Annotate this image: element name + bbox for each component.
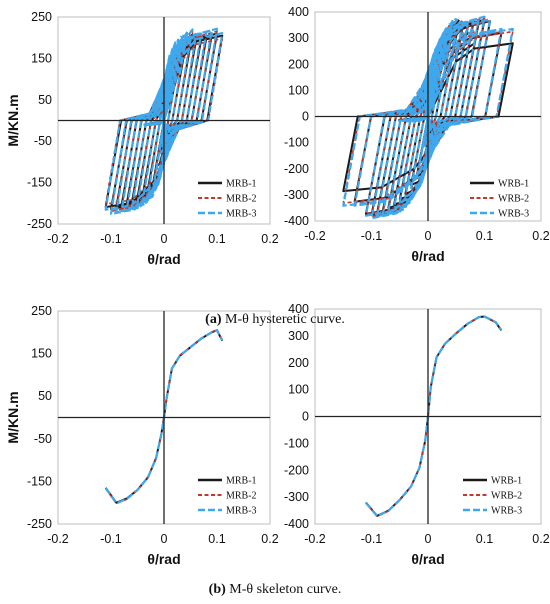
legend-label: WRB-3 — [498, 209, 529, 220]
hysteresis-loop — [115, 32, 213, 211]
y-tick-label: -50 — [34, 134, 52, 148]
plot-area — [104, 27, 224, 216]
legend-label: WRB-1 — [491, 476, 522, 487]
caption-b-label: (b) — [208, 582, 226, 597]
caption-b: (b) M-θ skeleton curve. — [0, 582, 550, 598]
y-axis-label: M/KN.m — [5, 94, 21, 146]
x-tick-label: -0.1 — [361, 229, 383, 243]
legend-label: WRB-2 — [498, 194, 529, 205]
x-tick-label: 0.1 — [208, 232, 225, 246]
hysteresis-loop — [104, 32, 224, 211]
chart-a2: 400 300 200 100 0 -100 -200 -300 -400-0.2 -0.1 0 0.… — [284, 5, 550, 264]
y-tick-label: 200 — [288, 356, 309, 370]
x-tick-label: -0.1 — [100, 532, 122, 546]
series-WRB-3 — [342, 15, 514, 220]
x-tick-label: -0.1 — [361, 532, 383, 546]
x-tick-label: 0.2 — [532, 532, 549, 546]
y-tick-label: -200 — [284, 162, 309, 176]
hysteresis-loop — [393, 26, 463, 208]
x-tick-label: 0.1 — [476, 532, 493, 546]
y-tick-label: 300 — [288, 329, 309, 343]
y-tick-label: 400 — [288, 5, 309, 19]
legend-label: MRB-3 — [226, 209, 257, 220]
legend: MRB-1 MRB-2 MRB-3 — [198, 476, 257, 517]
x-axis-label: θ/rad — [147, 551, 180, 567]
legend: WRB-1 WRB-2 WRB-3 — [463, 476, 522, 517]
caption-a: (a) M-θ hysteretic curve. — [0, 312, 550, 328]
y-axis-label: M/KN.m — [5, 391, 21, 443]
x-tick-label: 0.2 — [261, 532, 278, 546]
x-tick-label: 0.2 — [261, 232, 278, 246]
series-MRB-3 — [104, 27, 224, 216]
skeleton-line — [365, 315, 503, 518]
legend-label: MRB-1 — [226, 179, 257, 190]
y-tick-label: -100 — [284, 136, 309, 150]
x-tick-label: 0 — [161, 532, 168, 546]
y-tick-label: 0 — [302, 110, 309, 124]
y-tick-label: 400 — [288, 302, 309, 316]
y-tick-label: 200 — [288, 57, 309, 71]
legend-label: MRB-1 — [226, 476, 257, 487]
legend-label: MRB-3 — [226, 506, 257, 517]
y-tick-label: -250 — [27, 217, 52, 231]
x-tick-label: 0 — [425, 532, 432, 546]
y-tick-label: -300 — [284, 188, 309, 202]
plot-area — [365, 315, 503, 518]
x-tick-label: -0.2 — [304, 532, 326, 546]
caption-a-text: M-θ hysteretic curve. — [221, 312, 345, 327]
x-axis-label: θ/rad — [147, 251, 180, 267]
y-tick-label: 150 — [31, 347, 52, 361]
y-tick-label: -400 — [284, 517, 309, 531]
legend-label: WRB-2 — [491, 491, 522, 502]
series-WRB-3 — [365, 315, 503, 518]
skeleton-line — [104, 329, 224, 505]
chart-a1: 250 150 50 -50 -150 -250-0.2 -0.1 0 0.1 0.2 θ/rad M… — [5, 10, 279, 267]
y-tick-label: 50 — [38, 389, 52, 403]
legend-label: WRB-3 — [491, 506, 522, 517]
legend-label: MRB-2 — [226, 194, 257, 205]
x-axis-label: θ/rad — [411, 248, 444, 264]
y-tick-label: 0 — [302, 410, 309, 424]
chart-b2: 400 300 200 100 0 -100 -200 -300 -400-0.2 -0.1 0 0.… — [284, 302, 550, 567]
x-tick-label: 0.2 — [532, 229, 549, 243]
legend: MRB-1 MRB-2 MRB-3 — [198, 179, 257, 220]
y-tick-label: -400 — [284, 214, 309, 228]
y-tick-label: -250 — [27, 517, 52, 531]
y-tick-label: 250 — [31, 10, 52, 24]
chart-b1: 250 150 50 -50 -150 -250-0.2 -0.1 0 0.1 0.2 θ/rad M… — [5, 304, 279, 567]
y-tick-label: -300 — [284, 490, 309, 504]
hysteresis-loop — [342, 27, 514, 207]
hysteresis-loop — [364, 18, 492, 217]
legend-label: WRB-1 — [498, 179, 529, 190]
legend: WRB-1 WRB-2 WRB-3 — [470, 179, 529, 220]
x-tick-label: 0 — [425, 229, 432, 243]
x-tick-label: -0.1 — [100, 232, 122, 246]
x-tick-label: -0.2 — [47, 532, 69, 546]
x-tick-label: -0.2 — [304, 229, 326, 243]
series-MRB-3 — [104, 329, 224, 505]
x-tick-label: -0.2 — [47, 232, 69, 246]
y-tick-label: 50 — [38, 93, 52, 107]
y-tick-label: 250 — [31, 304, 52, 318]
y-tick-label: -50 — [34, 432, 52, 446]
y-tick-label: 100 — [288, 83, 309, 97]
y-tick-label: 300 — [288, 31, 309, 45]
y-tick-label: -150 — [27, 176, 52, 190]
y-tick-label: -100 — [284, 436, 309, 450]
y-tick-label: -200 — [284, 463, 309, 477]
caption-b-text: M-θ skeleton curve. — [225, 582, 342, 597]
x-axis-label: θ/rad — [411, 551, 444, 567]
x-tick-label: 0.1 — [476, 229, 493, 243]
y-tick-label: -150 — [27, 474, 52, 488]
caption-a-label: (a) — [205, 312, 222, 327]
y-tick-label: 150 — [31, 51, 52, 65]
plot-area — [104, 328, 224, 505]
y-tick-label: 100 — [288, 383, 309, 397]
x-tick-label: 0.1 — [208, 532, 225, 546]
legend-label: MRB-2 — [226, 491, 257, 502]
x-tick-label: 0 — [161, 232, 168, 246]
